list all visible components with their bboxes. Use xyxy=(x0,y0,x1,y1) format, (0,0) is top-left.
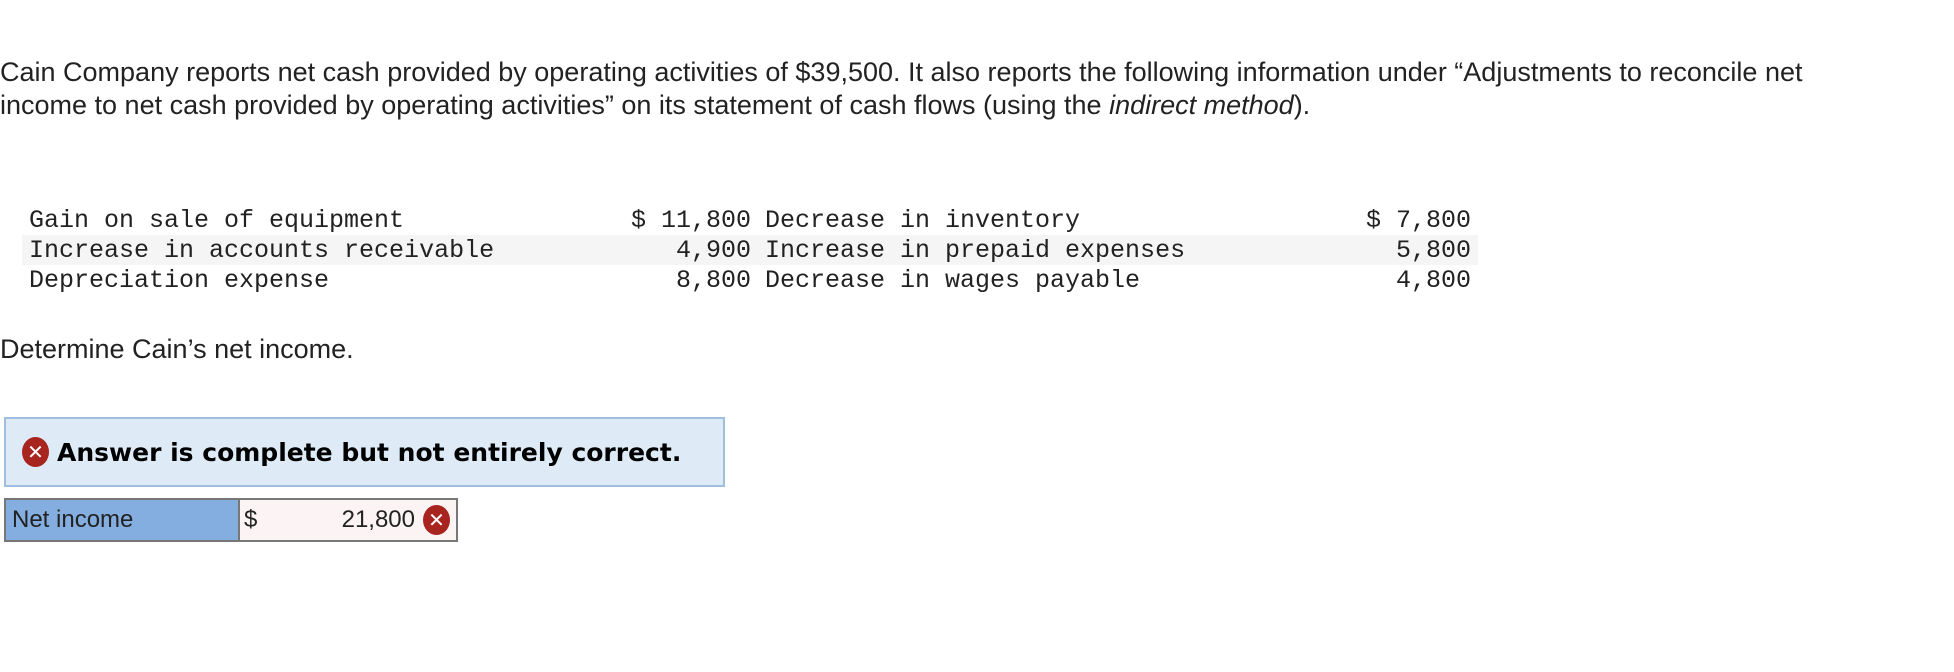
net-income-field[interactable]: $ 21,800 ✕ xyxy=(240,500,456,540)
net-income-value[interactable]: 21,800 xyxy=(341,506,415,533)
adjustments-table: Gain on sale of equipment $ 11,800 Decre… xyxy=(22,205,1478,295)
table-cell-amount: 8,800 xyxy=(675,265,751,295)
table-cell-label: Decrease in wages payable xyxy=(765,265,1141,295)
table-cell-label: Increase in prepaid expenses xyxy=(758,235,1322,265)
table-row: Gain on sale of equipment $ 11,800 Decre… xyxy=(22,205,1478,235)
table-cell-amount: 4,800 xyxy=(1395,265,1471,295)
table-row: Depreciation expense 8,800 Decrease in w… xyxy=(22,265,1478,295)
table-cell-amount: $ 11,800 xyxy=(630,205,751,235)
table-cell-label: Decrease in inventory xyxy=(765,205,1081,235)
question-emphasis: indirect method xyxy=(1109,90,1294,120)
x-circle-icon: ✕ xyxy=(22,437,49,467)
table-cell-amount: 5,800 xyxy=(1322,235,1478,265)
table-cell-label: Increase in accounts receivable xyxy=(22,235,576,265)
answer-row: Net income $ 21,800 ✕ xyxy=(4,498,458,542)
result-message: Answer is complete but not entirely corr… xyxy=(57,437,682,467)
table-cell-label: Gain on sale of equipment xyxy=(29,205,405,235)
currency-symbol: $ xyxy=(244,506,258,533)
net-income-label: Net income xyxy=(6,500,240,540)
table-cell-label: Depreciation expense xyxy=(29,265,330,295)
x-circle-icon: ✕ xyxy=(423,505,450,535)
prompt-text: Determine Cain’s net income. xyxy=(0,334,354,364)
table-cell-amount: $ 7,800 xyxy=(1365,205,1471,235)
question-text-start: Cain Company reports net cash provided b… xyxy=(0,57,1803,120)
table-row: Increase in accounts receivable 4,900 In… xyxy=(22,235,1478,265)
question-text: Cain Company reports net cash provided b… xyxy=(0,56,1880,122)
table-cell-amount: 4,900 xyxy=(576,235,758,265)
result-banner: ✕ Answer is complete but not entirely co… xyxy=(4,417,725,487)
question-text-end: ). xyxy=(1293,90,1311,120)
